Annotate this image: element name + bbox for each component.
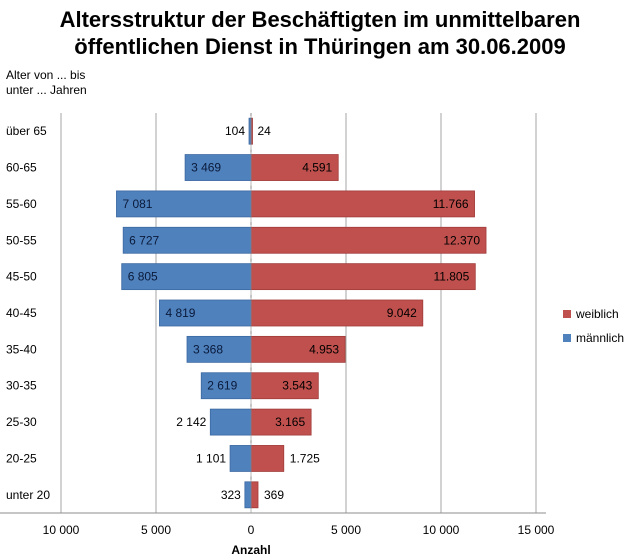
- bar-männlich: [186, 335, 252, 363]
- x-tick-label: 10 000: [423, 523, 460, 537]
- data-label: 104: [225, 124, 245, 138]
- data-label: 1.725: [290, 451, 320, 465]
- bar-weiblich: [250, 226, 487, 254]
- bar-männlich: [116, 190, 252, 218]
- x-tick-label: 5 000: [141, 523, 171, 537]
- category-label: 25-30: [6, 415, 37, 429]
- category-label: 50-55: [6, 233, 37, 247]
- bar-männlich: [121, 263, 252, 291]
- data-label: 12.370: [443, 233, 480, 247]
- data-label: 11.805: [433, 270, 469, 284]
- category-label: über 65: [6, 124, 47, 138]
- category-label: 30-35: [6, 379, 37, 393]
- category-label: 35-40: [6, 342, 37, 356]
- category-label: 45-50: [6, 270, 37, 284]
- data-label: 4.953: [309, 342, 339, 356]
- title-line-1: Altersstruktur der Beschäftigten im unmi…: [59, 7, 581, 32]
- category-label: 40-45: [6, 306, 37, 320]
- category-label: unter 20: [6, 488, 50, 502]
- legend-label: männlich: [576, 331, 624, 345]
- data-label: 4.591: [302, 161, 332, 175]
- bar-weiblich: [250, 190, 475, 218]
- y-axis-title: Alter von ... bis unter ... Jahren: [6, 68, 87, 98]
- legend-label: weiblich: [575, 307, 619, 321]
- data-label: 6 805: [128, 270, 158, 284]
- category-label: 55-60: [6, 197, 37, 211]
- category-label: 20-25: [6, 451, 37, 465]
- data-label: 369: [264, 488, 284, 502]
- x-axis-title: Anzahl: [231, 543, 270, 557]
- data-label: 3 368: [193, 342, 223, 356]
- bar-weiblich: [250, 408, 312, 436]
- bar-männlich: [244, 481, 252, 509]
- legend-swatch-weiblich: [563, 310, 571, 318]
- data-label: 3.165: [275, 415, 305, 429]
- title-line-2: öffentlichen Dienst in Thüringen am 30.0…: [74, 34, 566, 59]
- y-axis-title-line-1: Alter von ... bis: [6, 68, 86, 82]
- legend-swatch-männlich: [563, 334, 571, 342]
- data-label: 323: [221, 488, 241, 502]
- x-tick-label: 15 000: [518, 523, 555, 537]
- data-label: 24: [257, 124, 271, 138]
- bar-weiblich: [250, 299, 424, 327]
- x-tick-label: 0: [248, 523, 255, 537]
- data-label: 7 081: [122, 197, 152, 211]
- data-label: 2 142: [176, 415, 206, 429]
- data-label: 6 727: [129, 233, 159, 247]
- data-label: 2 619: [207, 379, 237, 393]
- y-axis-title-line-2: unter ... Jahren: [6, 83, 87, 97]
- chart-title: Altersstruktur der Beschäftigten im unmi…: [0, 6, 640, 60]
- bar-männlich: [209, 408, 252, 436]
- bar-männlich: [200, 372, 252, 400]
- data-label: 3.543: [282, 379, 312, 393]
- bar-weiblich: [250, 372, 319, 400]
- bar-männlich: [184, 154, 252, 181]
- x-tick-label: 10 000: [43, 523, 80, 537]
- bar-männlich: [159, 299, 252, 327]
- bar-weiblich: [250, 445, 285, 472]
- data-label: 3 469: [191, 161, 221, 175]
- bar-weiblich: [250, 481, 259, 509]
- data-label: 9.042: [387, 306, 417, 320]
- bar-männlich: [229, 445, 252, 472]
- bar-weiblich: [250, 263, 476, 291]
- data-label: 4 819: [165, 306, 195, 320]
- bar-weiblich: [250, 335, 346, 363]
- category-label: 60-65: [6, 161, 37, 175]
- x-tick-label: 5 000: [331, 523, 361, 537]
- data-label: 11.766: [433, 197, 469, 211]
- data-label: 1 101: [196, 451, 226, 465]
